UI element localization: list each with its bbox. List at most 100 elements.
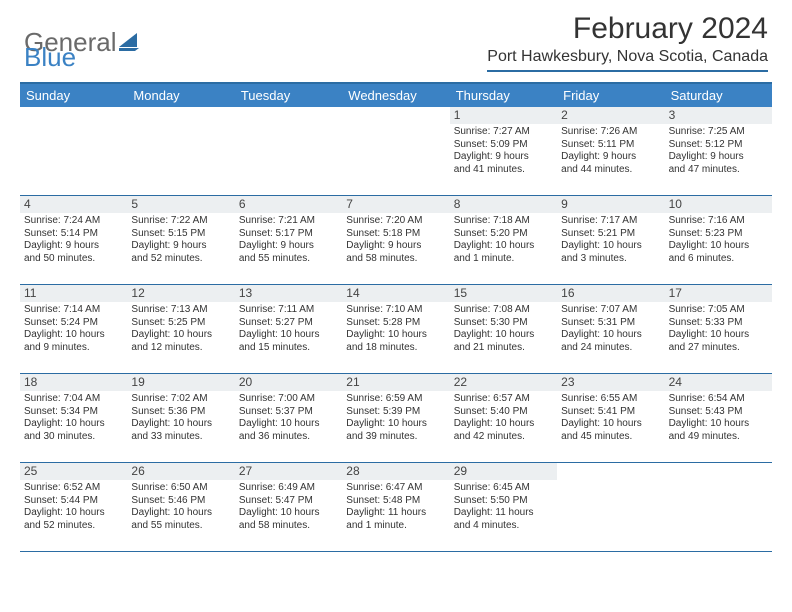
daylight1-text: Daylight: 10 hours <box>24 329 123 342</box>
daylight2-text: and 47 minutes. <box>669 164 768 177</box>
sunset-text: Sunset: 5:28 PM <box>346 317 445 330</box>
sunset-text: Sunset: 5:46 PM <box>131 495 230 508</box>
calendar-cell: 25Sunrise: 6:52 AMSunset: 5:44 PMDayligh… <box>20 463 127 551</box>
daylight1-text: Daylight: 9 hours <box>669 151 768 164</box>
sunrise-text: Sunrise: 7:08 AM <box>454 304 553 317</box>
sunset-text: Sunset: 5:36 PM <box>131 406 230 419</box>
daylight2-text: and 58 minutes. <box>239 520 338 533</box>
calendar-cell: 10Sunrise: 7:16 AMSunset: 5:23 PMDayligh… <box>665 196 772 284</box>
day-number: 15 <box>450 285 557 302</box>
calendar-cell: 26Sunrise: 6:50 AMSunset: 5:46 PMDayligh… <box>127 463 234 551</box>
day-number: 27 <box>235 463 342 480</box>
daylight2-text: and 15 minutes. <box>239 342 338 355</box>
calendar-cell: 6 Sunrise: 7:21 AMSunset: 5:17 PMDaylight… <box>235 196 342 284</box>
day-header-cell: Wednesday <box>342 84 449 107</box>
sunset-text: Sunset: 5:17 PM <box>239 228 338 241</box>
day-header-cell: Tuesday <box>235 84 342 107</box>
daylight2-text: and 9 minutes. <box>24 342 123 355</box>
daylight1-text: Daylight: 10 hours <box>24 507 123 520</box>
day-number: 13 <box>235 285 342 302</box>
daylight1-text: Daylight: 9 hours <box>131 240 230 253</box>
daylight1-text: Daylight: 10 hours <box>131 507 230 520</box>
sunset-text: Sunset: 5:30 PM <box>454 317 553 330</box>
daylight2-text: and 1 minute. <box>454 253 553 266</box>
day-number: 3 <box>665 107 772 124</box>
day-header-cell: Thursday <box>450 84 557 107</box>
day-number: 19 <box>127 374 234 391</box>
sunrise-text: Sunrise: 7:21 AM <box>239 215 338 228</box>
sunset-text: Sunset: 5:25 PM <box>131 317 230 330</box>
sunrise-text: Sunrise: 6:50 AM <box>131 482 230 495</box>
daylight1-text: Daylight: 10 hours <box>131 329 230 342</box>
daylight2-text: and 36 minutes. <box>239 431 338 444</box>
daylight1-text: Daylight: 10 hours <box>24 418 123 431</box>
day-number: 29 <box>450 463 557 480</box>
daylight2-text: and 18 minutes. <box>346 342 445 355</box>
logo-sail-icon <box>119 33 141 51</box>
day-number: 10 <box>665 196 772 213</box>
calendar-cell <box>235 107 342 195</box>
sunset-text: Sunset: 5:33 PM <box>669 317 768 330</box>
sunrise-text: Sunrise: 7:25 AM <box>669 126 768 139</box>
calendar-cell: 7Sunrise: 7:20 AMSunset: 5:18 PMDaylight… <box>342 196 449 284</box>
sunset-text: Sunset: 5:48 PM <box>346 495 445 508</box>
calendar-cell <box>665 463 772 551</box>
calendar-cell: 4Sunrise: 7:24 AMSunset: 5:14 PMDaylight… <box>20 196 127 284</box>
sunset-text: Sunset: 5:40 PM <box>454 406 553 419</box>
sunset-text: Sunset: 5:24 PM <box>24 317 123 330</box>
calendar-cell: 1Sunrise: 7:27 AMSunset: 5:09 PMDaylight… <box>450 107 557 195</box>
daylight2-text: and 52 minutes. <box>131 253 230 266</box>
daylight2-text: and 27 minutes. <box>669 342 768 355</box>
sunrise-text: Sunrise: 7:18 AM <box>454 215 553 228</box>
daylight2-text: and 21 minutes. <box>454 342 553 355</box>
day-number: 6 <box>235 196 342 213</box>
calendar-cell <box>342 107 449 195</box>
sunset-text: Sunset: 5:41 PM <box>561 406 660 419</box>
daylight2-text: and 42 minutes. <box>454 431 553 444</box>
sunrise-text: Sunrise: 6:49 AM <box>239 482 338 495</box>
day-header-cell: Friday <box>557 84 664 107</box>
week-row: 4Sunrise: 7:24 AMSunset: 5:14 PMDaylight… <box>20 196 772 285</box>
day-number: 17 <box>665 285 772 302</box>
day-number: 8 <box>450 196 557 213</box>
sunrise-text: Sunrise: 6:52 AM <box>24 482 123 495</box>
sunset-text: Sunset: 5:47 PM <box>239 495 338 508</box>
sunrise-text: Sunrise: 7:13 AM <box>131 304 230 317</box>
sunrise-text: Sunrise: 6:55 AM <box>561 393 660 406</box>
day-number: 20 <box>235 374 342 391</box>
daylight1-text: Daylight: 10 hours <box>454 418 553 431</box>
daylight1-text: Daylight: 10 hours <box>669 329 768 342</box>
calendar-cell: 19Sunrise: 7:02 AMSunset: 5:36 PMDayligh… <box>127 374 234 462</box>
sunset-text: Sunset: 5:50 PM <box>454 495 553 508</box>
sunrise-text: Sunrise: 7:00 AM <box>239 393 338 406</box>
sunrise-text: Sunrise: 6:54 AM <box>669 393 768 406</box>
calendar-cell: 24Sunrise: 6:54 AMSunset: 5:43 PMDayligh… <box>665 374 772 462</box>
calendar-cell: 29Sunrise: 6:45 AMSunset: 5:50 PMDayligh… <box>450 463 557 551</box>
sunrise-text: Sunrise: 7:27 AM <box>454 126 553 139</box>
calendar-cell: 17Sunrise: 7:05 AMSunset: 5:33 PMDayligh… <box>665 285 772 373</box>
daylight2-text: and 45 minutes. <box>561 431 660 444</box>
day-header-row: SundayMondayTuesdayWednesdayThursdayFrid… <box>20 84 772 107</box>
day-number: 22 <box>450 374 557 391</box>
sunset-text: Sunset: 5:11 PM <box>561 139 660 152</box>
calendar-cell: 9Sunrise: 7:17 AMSunset: 5:21 PMDaylight… <box>557 196 664 284</box>
sunset-text: Sunset: 5:12 PM <box>669 139 768 152</box>
sunrise-text: Sunrise: 7:11 AM <box>239 304 338 317</box>
daylight2-text: and 33 minutes. <box>131 431 230 444</box>
daylight1-text: Daylight: 9 hours <box>239 240 338 253</box>
sunrise-text: Sunrise: 6:59 AM <box>346 393 445 406</box>
day-number: 11 <box>20 285 127 302</box>
location: Port Hawkesbury, Nova Scotia, Canada <box>487 48 768 72</box>
title-block: February 2024 Port Hawkesbury, Nova Scot… <box>487 12 768 72</box>
sunrise-text: Sunrise: 7:17 AM <box>561 215 660 228</box>
day-number: 9 <box>557 196 664 213</box>
sunset-text: Sunset: 5:14 PM <box>24 228 123 241</box>
calendar-cell: 27Sunrise: 6:49 AMSunset: 5:47 PMDayligh… <box>235 463 342 551</box>
calendar-cell: 11Sunrise: 7:14 AMSunset: 5:24 PMDayligh… <box>20 285 127 373</box>
daylight2-text: and 12 minutes. <box>131 342 230 355</box>
day-number: 2 <box>557 107 664 124</box>
daylight2-text: and 3 minutes. <box>561 253 660 266</box>
sunset-text: Sunset: 5:09 PM <box>454 139 553 152</box>
sunrise-text: Sunrise: 7:26 AM <box>561 126 660 139</box>
daylight1-text: Daylight: 11 hours <box>346 507 445 520</box>
